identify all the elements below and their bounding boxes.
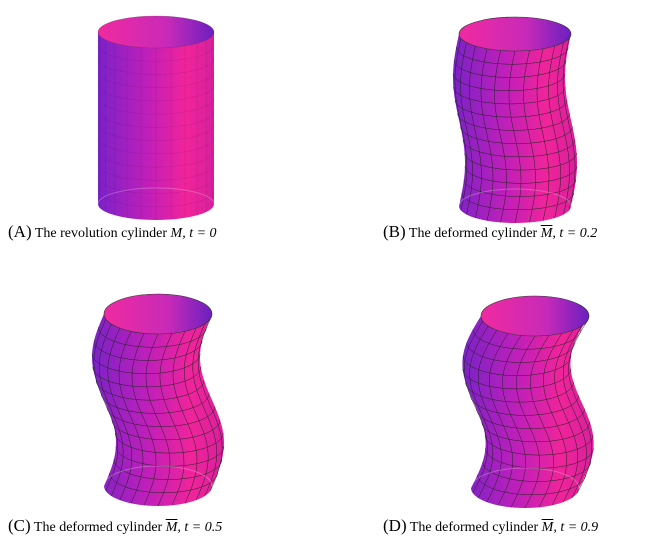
figure-art: [0, 0, 663, 542]
caption: (C) The deformed cylinder M, t = 0.5: [8, 516, 222, 536]
symbol: M: [171, 226, 183, 241]
cylinder-opening: [481, 296, 589, 336]
cylinder-opening: [98, 16, 214, 48]
caption: (A) The revolution cylinder M, t = 0: [8, 222, 217, 242]
label: (C): [8, 516, 31, 535]
symbol: M: [542, 520, 554, 535]
label: (D): [383, 516, 407, 535]
caption: (B) The deformed cylinder M, t = 0.2: [383, 222, 597, 242]
condition: , t = 0.5: [177, 520, 222, 535]
condition: , t = 0.9: [553, 520, 598, 535]
page: (A) The revolution cylinder M, t = 0 (B)…: [0, 0, 663, 542]
text: The revolution cylinder: [35, 226, 167, 241]
condition: , t = 0.2: [552, 226, 597, 241]
cylinder-body: [453, 34, 577, 223]
text: The deformed cylinder: [410, 520, 538, 535]
text: The deformed cylinder: [34, 520, 162, 535]
cylinder-opening: [459, 17, 571, 51]
caption: (D) The deformed cylinder M, t = 0.9: [383, 516, 598, 536]
condition: , t = 0: [182, 226, 216, 241]
symbol: M: [166, 520, 178, 535]
text: The deformed cylinder: [409, 226, 537, 241]
cylinder-opening: [104, 294, 212, 334]
label: (A): [8, 222, 32, 241]
label: (B): [383, 222, 406, 241]
symbol: M: [541, 226, 553, 241]
